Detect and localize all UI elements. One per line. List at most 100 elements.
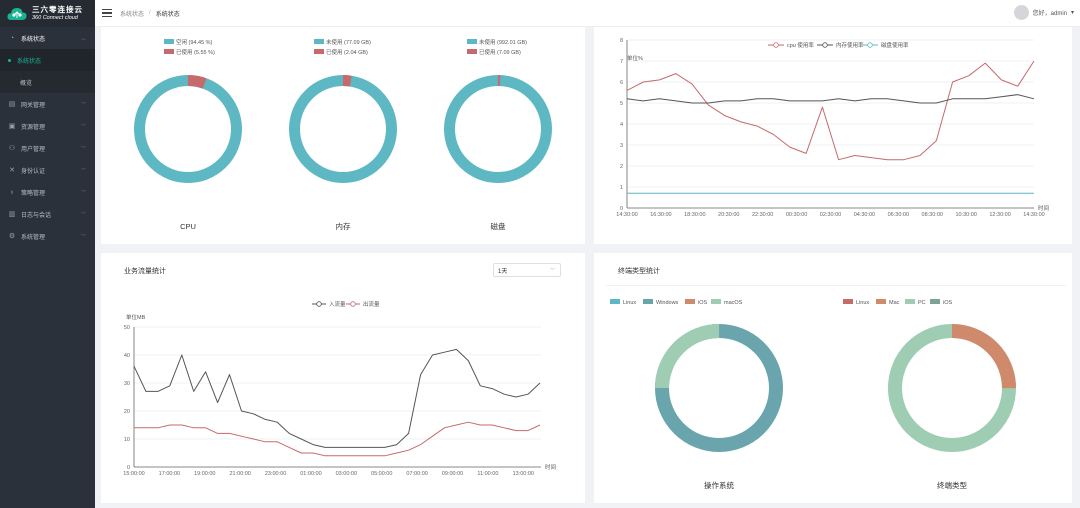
y-tick-label: 4 [620,122,623,128]
chevron-down-icon: ﹀ [80,189,86,196]
legend-label: iOS [698,300,708,306]
legend-item-memory[interactable]: 内存使用率 [817,41,864,49]
legend-label: Mac [889,300,900,306]
y-tick-label: 30 [124,381,130,387]
donut-caption: 终端类型 [937,480,967,490]
chart-gridlines [133,326,541,468]
resource-usage-card: cpu 使用率 内存使用率 磁盘使用率 单位% 时间 0 1 2 3 4 5 6 7 8 14:… [594,27,1072,244]
y-tick-label: 50 [124,325,130,331]
x-axis-label: 时间 [1038,204,1049,212]
settings-icon: ⚙ [8,233,16,240]
resource-icon: ▣ [8,123,16,130]
legend-swatch-used [314,49,324,54]
legend-label: cpu 使用率 [787,41,814,49]
x-tick-label: 20:30:00 [718,212,739,218]
breadcrumb-separator: / [149,10,151,16]
sidebar-item-resource[interactable]: ▣ 资源管理 ﹀ [0,115,95,137]
chevron-down-icon: ﹀ [549,267,555,274]
legend-item-inbound[interactable]: 入流量 [312,300,346,308]
gauge-caption: 内存 [336,221,351,231]
legend-label: 磁盘使用率 [881,41,909,49]
x-tick-label: 12:30:00 [989,212,1010,218]
logo[interactable]: 三六零连接云 360 Connect cloud [0,0,95,27]
sidebar-item-settings[interactable]: ⚙ 系统管理 ﹀ [0,225,95,247]
y-tick-labels: 0 10 20 30 40 50 [124,325,130,471]
legend-swatch-used [164,49,174,54]
legend-label: PC [918,300,926,306]
legend-swatch-ios[interactable] [685,299,695,304]
breadcrumb-parent[interactable]: 系统状态 [120,11,145,18]
sidebar-item-user[interactable]: ⚇ 用户管理 ﹀ [0,137,95,159]
y-tick-label: 2 [620,164,623,170]
sidebar-item-system-status[interactable]: ◔ 系统状态 ︿ [0,27,95,49]
sidebar-item-log[interactable]: ▥ 日志与会话 ﹀ [0,203,95,225]
chevron-down-icon: ﹀ [80,211,86,218]
legend-item-outbound[interactable]: 出流量 [346,300,380,308]
sidebar-item-label: 身份认证 [21,168,46,175]
y-tick-label: 1 [620,185,623,191]
gauge-disk: 未使用 (992.01 GB) 已使用 (7.09 GB) 磁盘 [444,38,552,231]
card-divider [606,285,1066,286]
legend-item-cpu[interactable]: cpu 使用率 [768,41,814,49]
sidebar-item-auth[interactable]: ✕ 身份认证 ﹀ [0,159,95,181]
x-tick-label: 00:30:00 [786,212,807,218]
sidebar: 三六零连接云 360 Connect cloud ◔ 系统状态 ︿ 系统状态 概… [0,0,95,508]
x-tick-label: 13:00:00 [513,471,534,477]
y-tick-label: 8 [620,38,623,44]
chevron-down-icon: ﹀ [80,233,86,240]
user-greeting: 您好，admin [1032,11,1067,17]
chart-series [133,348,541,457]
x-tick-label: 15:00:00 [123,471,144,477]
legend-label: 入流量 [329,300,346,308]
user-menu[interactable]: 您好，admin ▾ [1013,5,1074,20]
menu-toggle-icon[interactable] [102,9,112,17]
x-tick-label: 14:30:00 [1023,212,1044,218]
time-range-select[interactable]: 1天 ﹀ [493,263,561,277]
x-tick-label: 18:30:00 [684,212,705,218]
donut-slice-mac[interactable] [888,324,1016,452]
gauge-used-arc [289,75,397,183]
y-axis-label: 单位% [627,54,643,62]
active-dot-icon [8,58,11,62]
donut-slice-macos[interactable] [655,324,783,452]
topbar: 系统状态 / 系统状态 您好，admin ▾ [95,0,1080,27]
legend-label: Windows [656,300,679,306]
y-tick-label: 10 [124,437,130,443]
gateway-icon: ▤ [8,101,16,108]
sidebar-item-gateway[interactable]: ▤ 网关管理 ﹀ [0,93,95,115]
app-name: 三六零连接云 [32,5,83,15]
x-tick-label: 14:30:00 [616,212,637,218]
legend-swatch-linux[interactable] [843,299,853,304]
gauge-ring [134,75,242,183]
cloud-logo-icon [7,7,27,20]
legend-swatch-windows[interactable] [643,299,653,304]
y-tick-label: 3 [620,143,623,149]
legend-label: 未使用 (992.01 GB) [479,38,527,46]
series-line-2 [626,94,1035,104]
legend-swatch-ios[interactable] [930,299,940,304]
y-axis-label: 单位MB [126,313,146,321]
sidebar-item-label: 策略管理 [21,190,46,197]
chart-gridlines [626,39,1034,209]
sidebar-item-label: 资源管理 [21,124,46,131]
sidebar-subitem-overview[interactable]: 概览 [0,71,95,93]
gauge-used-arc [444,75,552,183]
log-icon: ▥ [8,211,16,218]
gauge-caption: CPU [180,222,196,231]
legend-swatch-macos[interactable] [711,299,721,304]
usage-gauges: 空闲 (94.45 %) 已使用 (5.55 %) CPU 未使用 (77.09… [134,38,552,231]
sidebar-item-policy[interactable]: ♁ 策略管理 ﹀ [0,181,95,203]
legend-label: Linux [623,300,636,306]
traffic-chart: 入流量 出流量 单位MB 时间 0 10 20 30 40 50 15:00:00 17:0… [123,300,556,477]
legend-swatch-mac[interactable] [876,299,886,304]
x-tick-label: 04:30:00 [854,212,875,218]
terminal-stats-card: 终端类型统计 Linux Windows iOS macOS Linux Mac… [594,253,1072,503]
legend-swatch-linux[interactable] [610,299,620,304]
legend-swatch-pc[interactable] [905,299,915,304]
y-tick-label: 0 [620,206,623,212]
legend-item-disk[interactable]: 磁盘使用率 [862,41,909,49]
y-tick-label: 5 [620,101,623,107]
auth-icon: ✕ [9,167,15,174]
x-tick-label: 06:30:00 [888,212,909,218]
sidebar-subitem-system-status[interactable]: 系统状态 [0,49,95,71]
